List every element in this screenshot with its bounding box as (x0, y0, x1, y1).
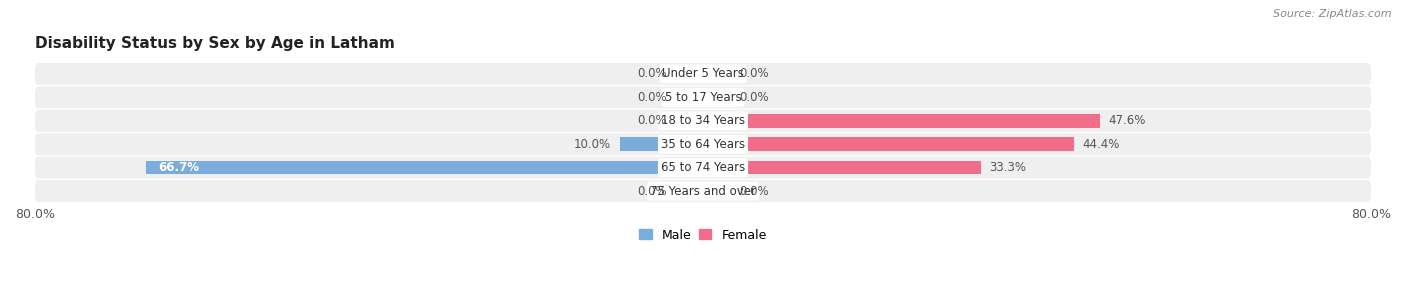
Text: 0.0%: 0.0% (637, 114, 666, 127)
Text: 5 to 17 Years: 5 to 17 Years (665, 91, 741, 104)
Text: 0.0%: 0.0% (637, 91, 666, 104)
FancyBboxPatch shape (35, 157, 1371, 179)
FancyBboxPatch shape (35, 133, 1371, 155)
Text: 66.7%: 66.7% (159, 161, 200, 174)
FancyBboxPatch shape (35, 86, 1371, 108)
Bar (673, 114, 703, 127)
Bar (673, 184, 703, 198)
Legend: Male, Female: Male, Female (640, 228, 766, 242)
Text: 0.0%: 0.0% (637, 185, 666, 198)
Bar (703, 161, 981, 174)
Text: 33.3%: 33.3% (990, 161, 1026, 174)
Bar (673, 91, 703, 104)
Text: 0.0%: 0.0% (637, 67, 666, 81)
Bar (673, 67, 703, 81)
Text: Source: ZipAtlas.com: Source: ZipAtlas.com (1274, 9, 1392, 19)
Text: 75 Years and over: 75 Years and over (650, 185, 756, 198)
Text: 0.0%: 0.0% (740, 67, 769, 81)
Bar (703, 91, 733, 104)
Text: 0.0%: 0.0% (740, 185, 769, 198)
Text: 47.6%: 47.6% (1109, 114, 1146, 127)
Text: 44.4%: 44.4% (1083, 138, 1119, 151)
Text: 10.0%: 10.0% (574, 138, 612, 151)
Bar (703, 67, 733, 81)
FancyBboxPatch shape (35, 63, 1371, 85)
Text: Under 5 Years: Under 5 Years (662, 67, 744, 81)
FancyBboxPatch shape (35, 180, 1371, 202)
FancyBboxPatch shape (35, 110, 1371, 132)
Bar (146, 161, 703, 174)
Text: 35 to 64 Years: 35 to 64 Years (661, 138, 745, 151)
Text: 65 to 74 Years: 65 to 74 Years (661, 161, 745, 174)
Bar (620, 138, 703, 151)
Bar (703, 184, 733, 198)
Text: 0.0%: 0.0% (740, 91, 769, 104)
Bar (703, 138, 1074, 151)
Bar (703, 114, 1101, 127)
Text: 18 to 34 Years: 18 to 34 Years (661, 114, 745, 127)
Text: Disability Status by Sex by Age in Latham: Disability Status by Sex by Age in Latha… (35, 36, 395, 51)
